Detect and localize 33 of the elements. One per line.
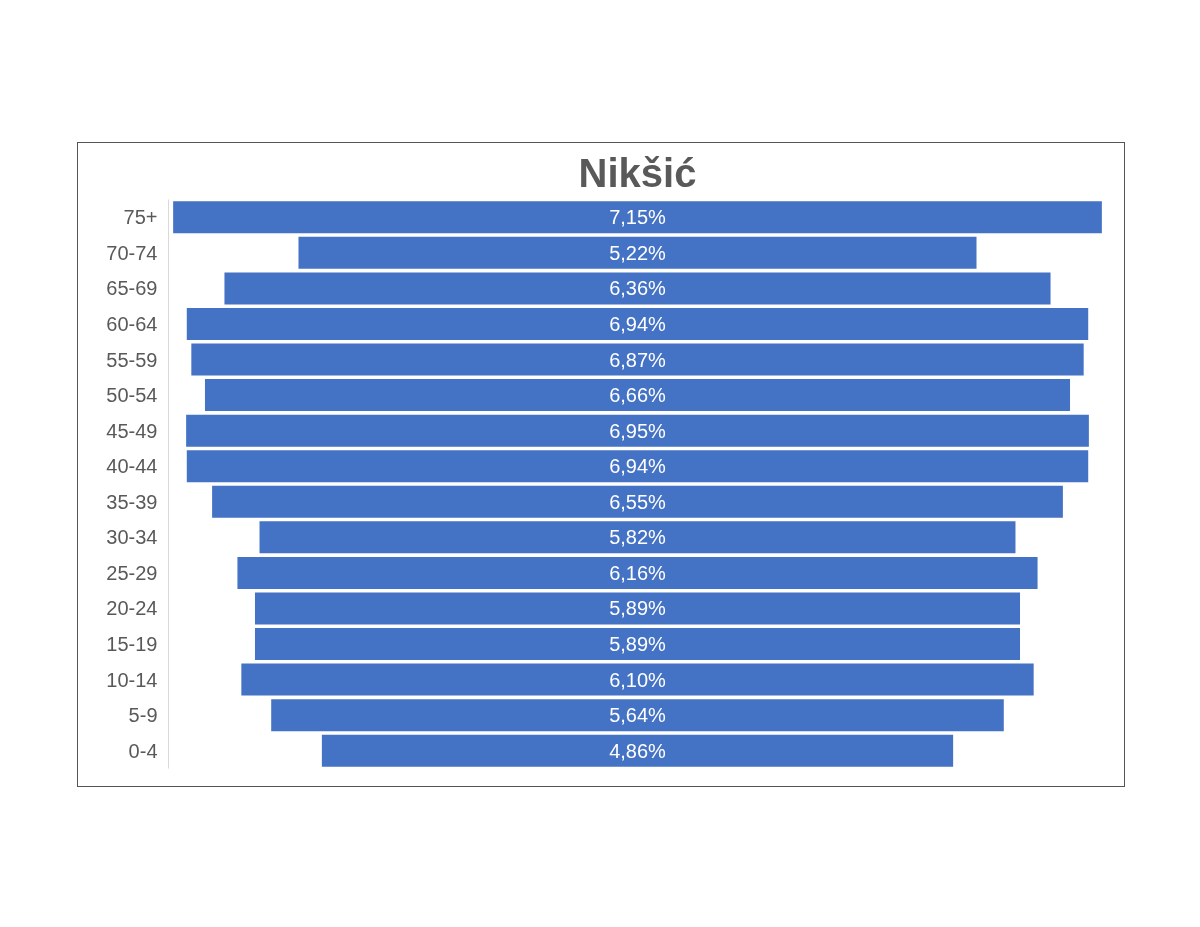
category-label: 10-14 <box>106 668 158 691</box>
data-label: 5,89% <box>609 633 667 656</box>
category-label: 75+ <box>123 206 158 229</box>
category-label: 30-34 <box>106 526 158 549</box>
data-label: 6,94% <box>609 312 667 335</box>
category-label: 65-69 <box>106 277 158 300</box>
data-label: 6,95% <box>609 419 667 442</box>
category-label: 35-39 <box>106 490 158 513</box>
data-label: 5,64% <box>609 704 667 727</box>
data-label: 6,66% <box>609 384 667 407</box>
data-label: 4,86% <box>609 739 667 762</box>
category-label: 20-24 <box>106 597 158 620</box>
data-label: 7,15% <box>609 206 667 229</box>
category-label: 45-49 <box>106 419 158 442</box>
text: Nikšić <box>578 150 697 195</box>
data-label: 6,94% <box>609 455 667 478</box>
data-label: 5,82% <box>609 526 667 549</box>
category-label: 60-64 <box>106 312 158 335</box>
category-label: 5-9 <box>128 704 158 727</box>
data-label: 6,10% <box>609 668 667 691</box>
data-label: 6,87% <box>609 348 667 371</box>
data-label: 6,36% <box>609 277 667 300</box>
category-label: 70-74 <box>106 241 158 264</box>
category-label: 55-59 <box>106 348 158 371</box>
category-label: 15-19 <box>106 633 158 656</box>
data-label: 5,89% <box>609 597 667 620</box>
data-label: 6,55% <box>609 490 667 513</box>
data-label: 5,22% <box>609 241 667 264</box>
category-label: 0-4 <box>128 739 158 762</box>
category-label: 25-29 <box>106 561 158 584</box>
category-label: 50-54 <box>106 384 158 407</box>
category-label: 40-44 <box>106 455 158 478</box>
data-label: 6,16% <box>609 561 667 584</box>
